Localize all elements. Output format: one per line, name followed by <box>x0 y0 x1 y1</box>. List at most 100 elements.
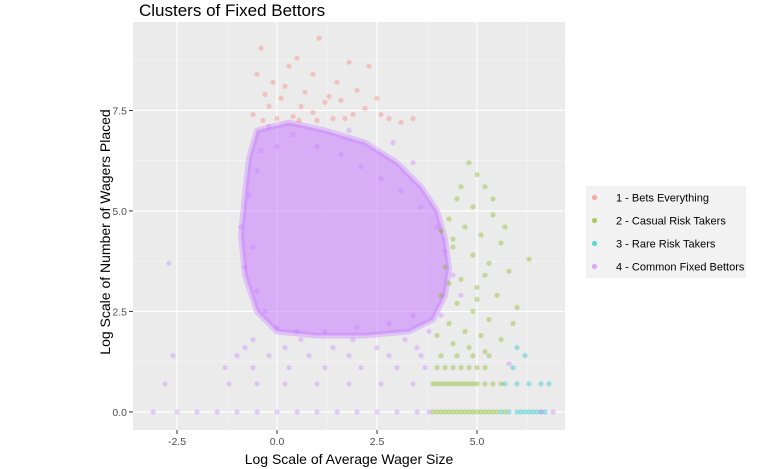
data-point <box>502 409 508 415</box>
data-point <box>434 381 440 387</box>
data-point <box>482 184 488 190</box>
data-point <box>254 288 260 294</box>
data-point <box>250 111 256 118</box>
data-point <box>550 409 556 415</box>
data-point <box>482 349 488 355</box>
data-point <box>466 160 472 166</box>
data-point <box>450 409 456 415</box>
x-axis-title: Log Scale of Average Wager Size <box>245 451 454 467</box>
data-point <box>402 337 408 343</box>
data-point <box>442 248 448 254</box>
data-point <box>442 381 448 387</box>
data-point <box>450 236 456 242</box>
data-point <box>298 103 304 109</box>
data-point <box>262 308 268 314</box>
chart-title: Clusters of Fixed Bettors <box>139 1 325 20</box>
data-point <box>442 409 448 415</box>
data-point <box>250 244 256 250</box>
data-point <box>462 328 468 335</box>
x-tick-label: -2.5 <box>168 436 186 448</box>
data-point <box>434 224 440 230</box>
dense-point-cloud <box>238 119 452 339</box>
data-point <box>274 324 280 331</box>
data-point <box>502 381 508 387</box>
data-point <box>242 345 248 351</box>
data-point <box>526 256 532 262</box>
data-point <box>374 95 380 101</box>
data-point <box>498 381 504 387</box>
data-point <box>266 123 272 130</box>
y-tick-label: 2.5 <box>112 306 127 318</box>
data-point <box>314 144 320 150</box>
data-point <box>446 381 452 387</box>
y-axis-title: Log Scale of Number of Wagers Placed <box>97 109 113 354</box>
data-point <box>546 381 552 387</box>
data-point <box>170 353 176 359</box>
data-point <box>290 113 296 120</box>
data-point <box>398 188 404 194</box>
data-point <box>542 409 548 415</box>
data-point <box>334 79 340 85</box>
data-point <box>346 127 352 134</box>
data-point <box>490 212 496 218</box>
data-point <box>314 117 320 124</box>
data-point <box>422 365 428 371</box>
data-point <box>414 409 420 415</box>
data-point <box>534 409 540 415</box>
data-point <box>302 89 308 95</box>
data-point <box>454 300 460 306</box>
data-point <box>466 365 472 371</box>
x-tick-label: 5.0 <box>470 436 485 448</box>
data-point <box>296 117 302 124</box>
data-point <box>458 381 464 387</box>
data-point <box>446 409 452 415</box>
data-point <box>434 332 440 339</box>
data-point <box>446 216 452 222</box>
data-point <box>294 409 300 415</box>
data-point <box>354 87 360 93</box>
common-fixed-bettors-cluster <box>241 122 449 336</box>
data-point <box>386 115 392 122</box>
data-point <box>486 353 492 359</box>
data-point <box>378 381 384 387</box>
data-point <box>238 224 244 230</box>
data-point <box>418 204 424 210</box>
data-point <box>450 244 456 250</box>
data-point <box>538 381 544 387</box>
data-point <box>474 409 480 415</box>
data-point <box>438 409 444 415</box>
data-point <box>438 228 444 234</box>
data-point <box>326 93 332 99</box>
data-point <box>266 103 272 109</box>
data-point <box>316 35 322 41</box>
data-point <box>498 409 504 415</box>
data-point <box>522 353 528 359</box>
data-point <box>454 409 460 415</box>
legend-label: 4 - Common Fixed Bettors <box>616 262 745 274</box>
data-point <box>498 337 504 343</box>
data-point <box>362 105 368 111</box>
legend: 1 - Bets Everything 2 - Casual Risk Taker… <box>586 186 746 278</box>
data-point <box>466 381 472 387</box>
data-point <box>310 109 316 115</box>
data-point <box>458 365 464 371</box>
y-tick-label: 5.0 <box>112 206 127 218</box>
data-point <box>514 345 520 351</box>
data-point <box>474 172 480 178</box>
data-point <box>454 381 460 387</box>
data-point <box>530 409 536 415</box>
data-point <box>438 292 444 298</box>
data-point <box>450 341 456 347</box>
data-point <box>310 71 316 77</box>
data-points <box>150 35 556 415</box>
data-point <box>510 320 516 327</box>
data-point <box>482 409 488 415</box>
data-point <box>426 409 432 415</box>
data-point <box>282 345 288 351</box>
common-fixed-bettors-cluster-edge <box>238 119 452 339</box>
data-point <box>338 97 344 103</box>
data-point <box>330 345 336 351</box>
data-point <box>458 276 464 282</box>
data-point <box>470 252 476 258</box>
